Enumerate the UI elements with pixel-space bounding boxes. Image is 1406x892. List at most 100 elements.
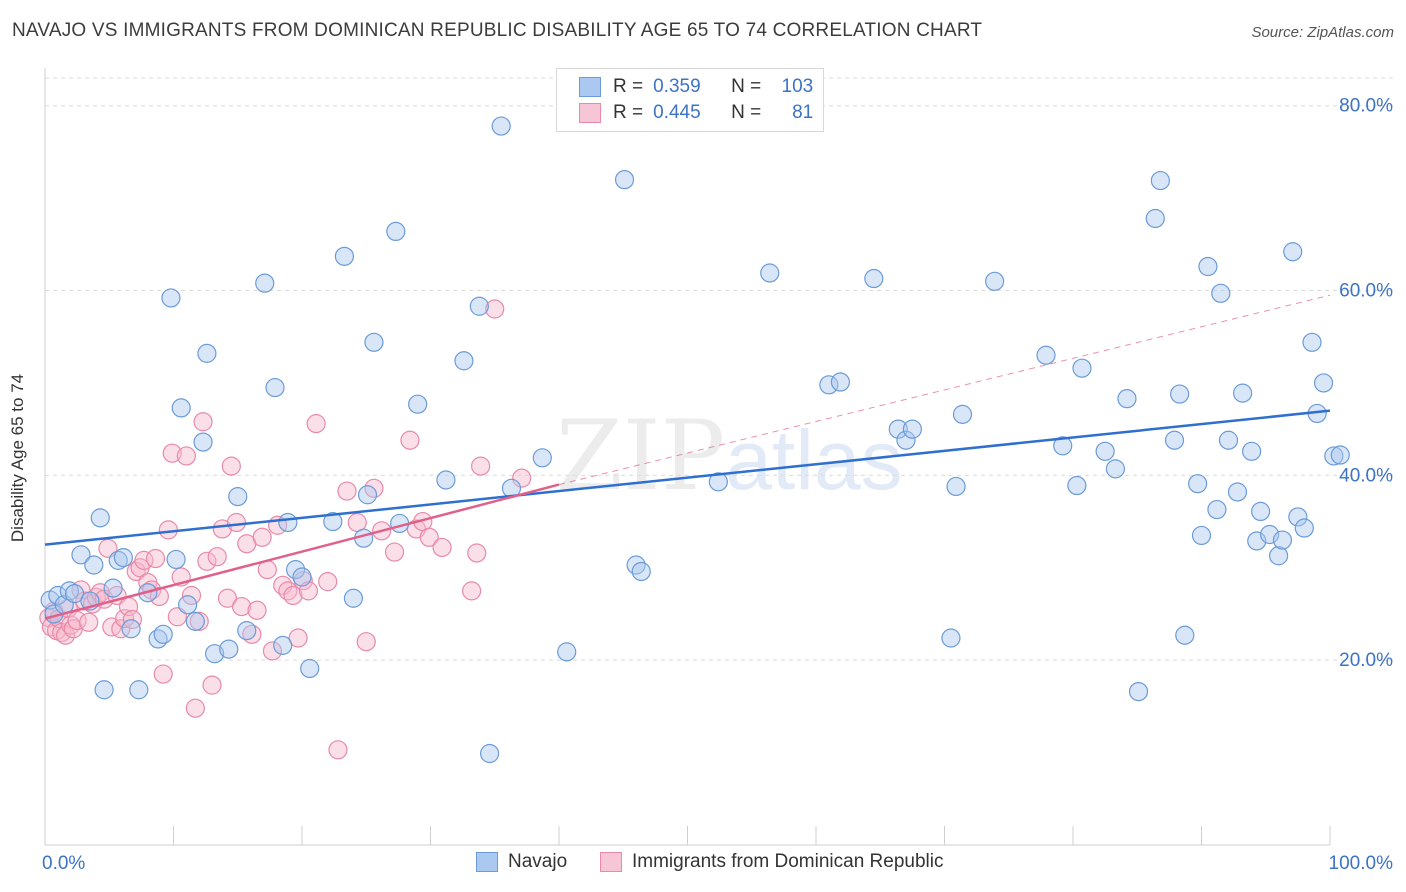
dominican-point — [400, 430, 420, 450]
navajo-point — [178, 595, 198, 615]
dominican-point — [485, 299, 505, 319]
dominican-point — [115, 608, 135, 629]
dominican-point — [207, 547, 227, 567]
dominican-point — [176, 446, 196, 466]
dominican-point — [318, 572, 338, 592]
navajo-point — [166, 549, 186, 570]
navajo-point — [1036, 345, 1056, 365]
navajo-point — [161, 288, 181, 308]
points-layer — [39, 116, 1350, 764]
navajo-point — [941, 628, 961, 648]
navajo-point — [1198, 256, 1218, 277]
legend-row-dominican: R = 0.445 N = 81 — [579, 101, 813, 125]
navajo-point — [532, 448, 552, 468]
navajo-point — [171, 398, 191, 418]
navajo-point — [830, 372, 851, 392]
dominican-point — [197, 551, 217, 571]
navajo-point — [1053, 436, 1073, 456]
navajo-point — [1283, 242, 1303, 262]
dominican-trendline — [44, 483, 560, 620]
y-tick-label: 20.0% — [1339, 650, 1393, 671]
navajo-point — [902, 419, 922, 439]
navajo-point — [436, 470, 456, 490]
navajo-point — [285, 560, 306, 580]
dominican-point — [153, 664, 173, 684]
legend-r-label: R = — [613, 76, 644, 97]
correlation-legend: R = 0.359 N = 103 R = 0.445 N = 81 — [556, 68, 824, 132]
dominican-point — [462, 581, 482, 601]
navajo-point — [1302, 332, 1322, 352]
dominican-point — [193, 412, 213, 432]
axis-layer — [44, 68, 1331, 846]
dominican-point — [149, 586, 169, 607]
dominican-point — [384, 542, 405, 562]
navajo-point — [113, 548, 133, 568]
x-tick-label: 0.0% — [42, 853, 85, 874]
navajo-point — [103, 578, 123, 598]
y-tick-label: 60.0% — [1339, 281, 1393, 302]
dominican-point — [242, 624, 262, 644]
legend-swatch-dominican — [579, 103, 601, 123]
navajo-point — [1251, 501, 1271, 522]
bottom-legend-navajo: Navajo — [476, 851, 567, 873]
navajo-point — [760, 263, 780, 283]
navajo-point — [1145, 208, 1165, 229]
y-tick-label: 40.0% — [1339, 465, 1393, 486]
grid-layer — [45, 77, 1395, 661]
navajo-point — [1164, 430, 1185, 450]
chart-title: NAVAJO VS IMMIGRANTS FROM DOMINICAN REPU… — [12, 20, 983, 41]
navajo-point — [1313, 373, 1334, 393]
navajo-point — [1150, 170, 1170, 191]
navajo-point — [292, 567, 312, 587]
navajo-point — [631, 561, 651, 582]
bottom-legend-swatch-dominican — [600, 852, 622, 872]
navajo-point — [1175, 625, 1195, 645]
dominican-point — [467, 543, 487, 563]
navajo-point — [90, 508, 110, 528]
navajo-point — [1233, 383, 1253, 403]
navajo-point — [59, 581, 80, 601]
dominican-point — [221, 456, 241, 476]
dominican-point — [232, 596, 252, 617]
navajo-point — [1128, 681, 1149, 702]
legend-swatch-navajo — [579, 77, 601, 97]
navajo-point — [364, 332, 384, 352]
navajo-point — [408, 394, 428, 414]
legend-n-label: N = — [731, 102, 762, 123]
navajo-point — [1227, 482, 1248, 502]
legend-r-label: R = — [613, 102, 644, 123]
navajo-point — [237, 621, 257, 641]
navajo-point — [205, 644, 225, 664]
watermark-sub: atlas — [725, 413, 903, 507]
legend-r-value: 0.359 — [653, 76, 701, 97]
navajo-point — [153, 624, 173, 644]
dominican-point — [356, 632, 376, 652]
dominican-point — [158, 520, 178, 540]
navajo-point — [71, 545, 91, 565]
navajo-point — [1207, 499, 1227, 520]
tick-label-layer: 20.0% 40.0% 60.0% 80.0% 0.0% 100.0% — [42, 96, 1393, 874]
legend-n-value: 103 — [781, 76, 814, 97]
navajo-point — [1330, 445, 1350, 465]
navajo-point — [946, 476, 966, 497]
navajo-point — [1072, 358, 1092, 378]
navajo-point — [219, 639, 239, 659]
navajo-point — [343, 588, 363, 608]
navajo-point — [84, 555, 104, 575]
dominican-point — [273, 575, 293, 595]
dominican-point — [202, 675, 222, 695]
navajo-point — [1067, 475, 1087, 496]
navajo-point — [888, 419, 908, 439]
navajo-point — [323, 511, 343, 532]
navajo-point — [265, 377, 285, 398]
navajo-point — [1272, 530, 1293, 550]
navajo-point — [1170, 384, 1190, 404]
navajo-point — [952, 404, 973, 424]
dominican-point — [181, 585, 202, 606]
dominican-point — [419, 527, 439, 547]
navajo-point — [334, 246, 355, 266]
navajo-point — [1105, 459, 1126, 479]
navajo-point — [896, 430, 916, 450]
dominican-point — [283, 585, 303, 606]
